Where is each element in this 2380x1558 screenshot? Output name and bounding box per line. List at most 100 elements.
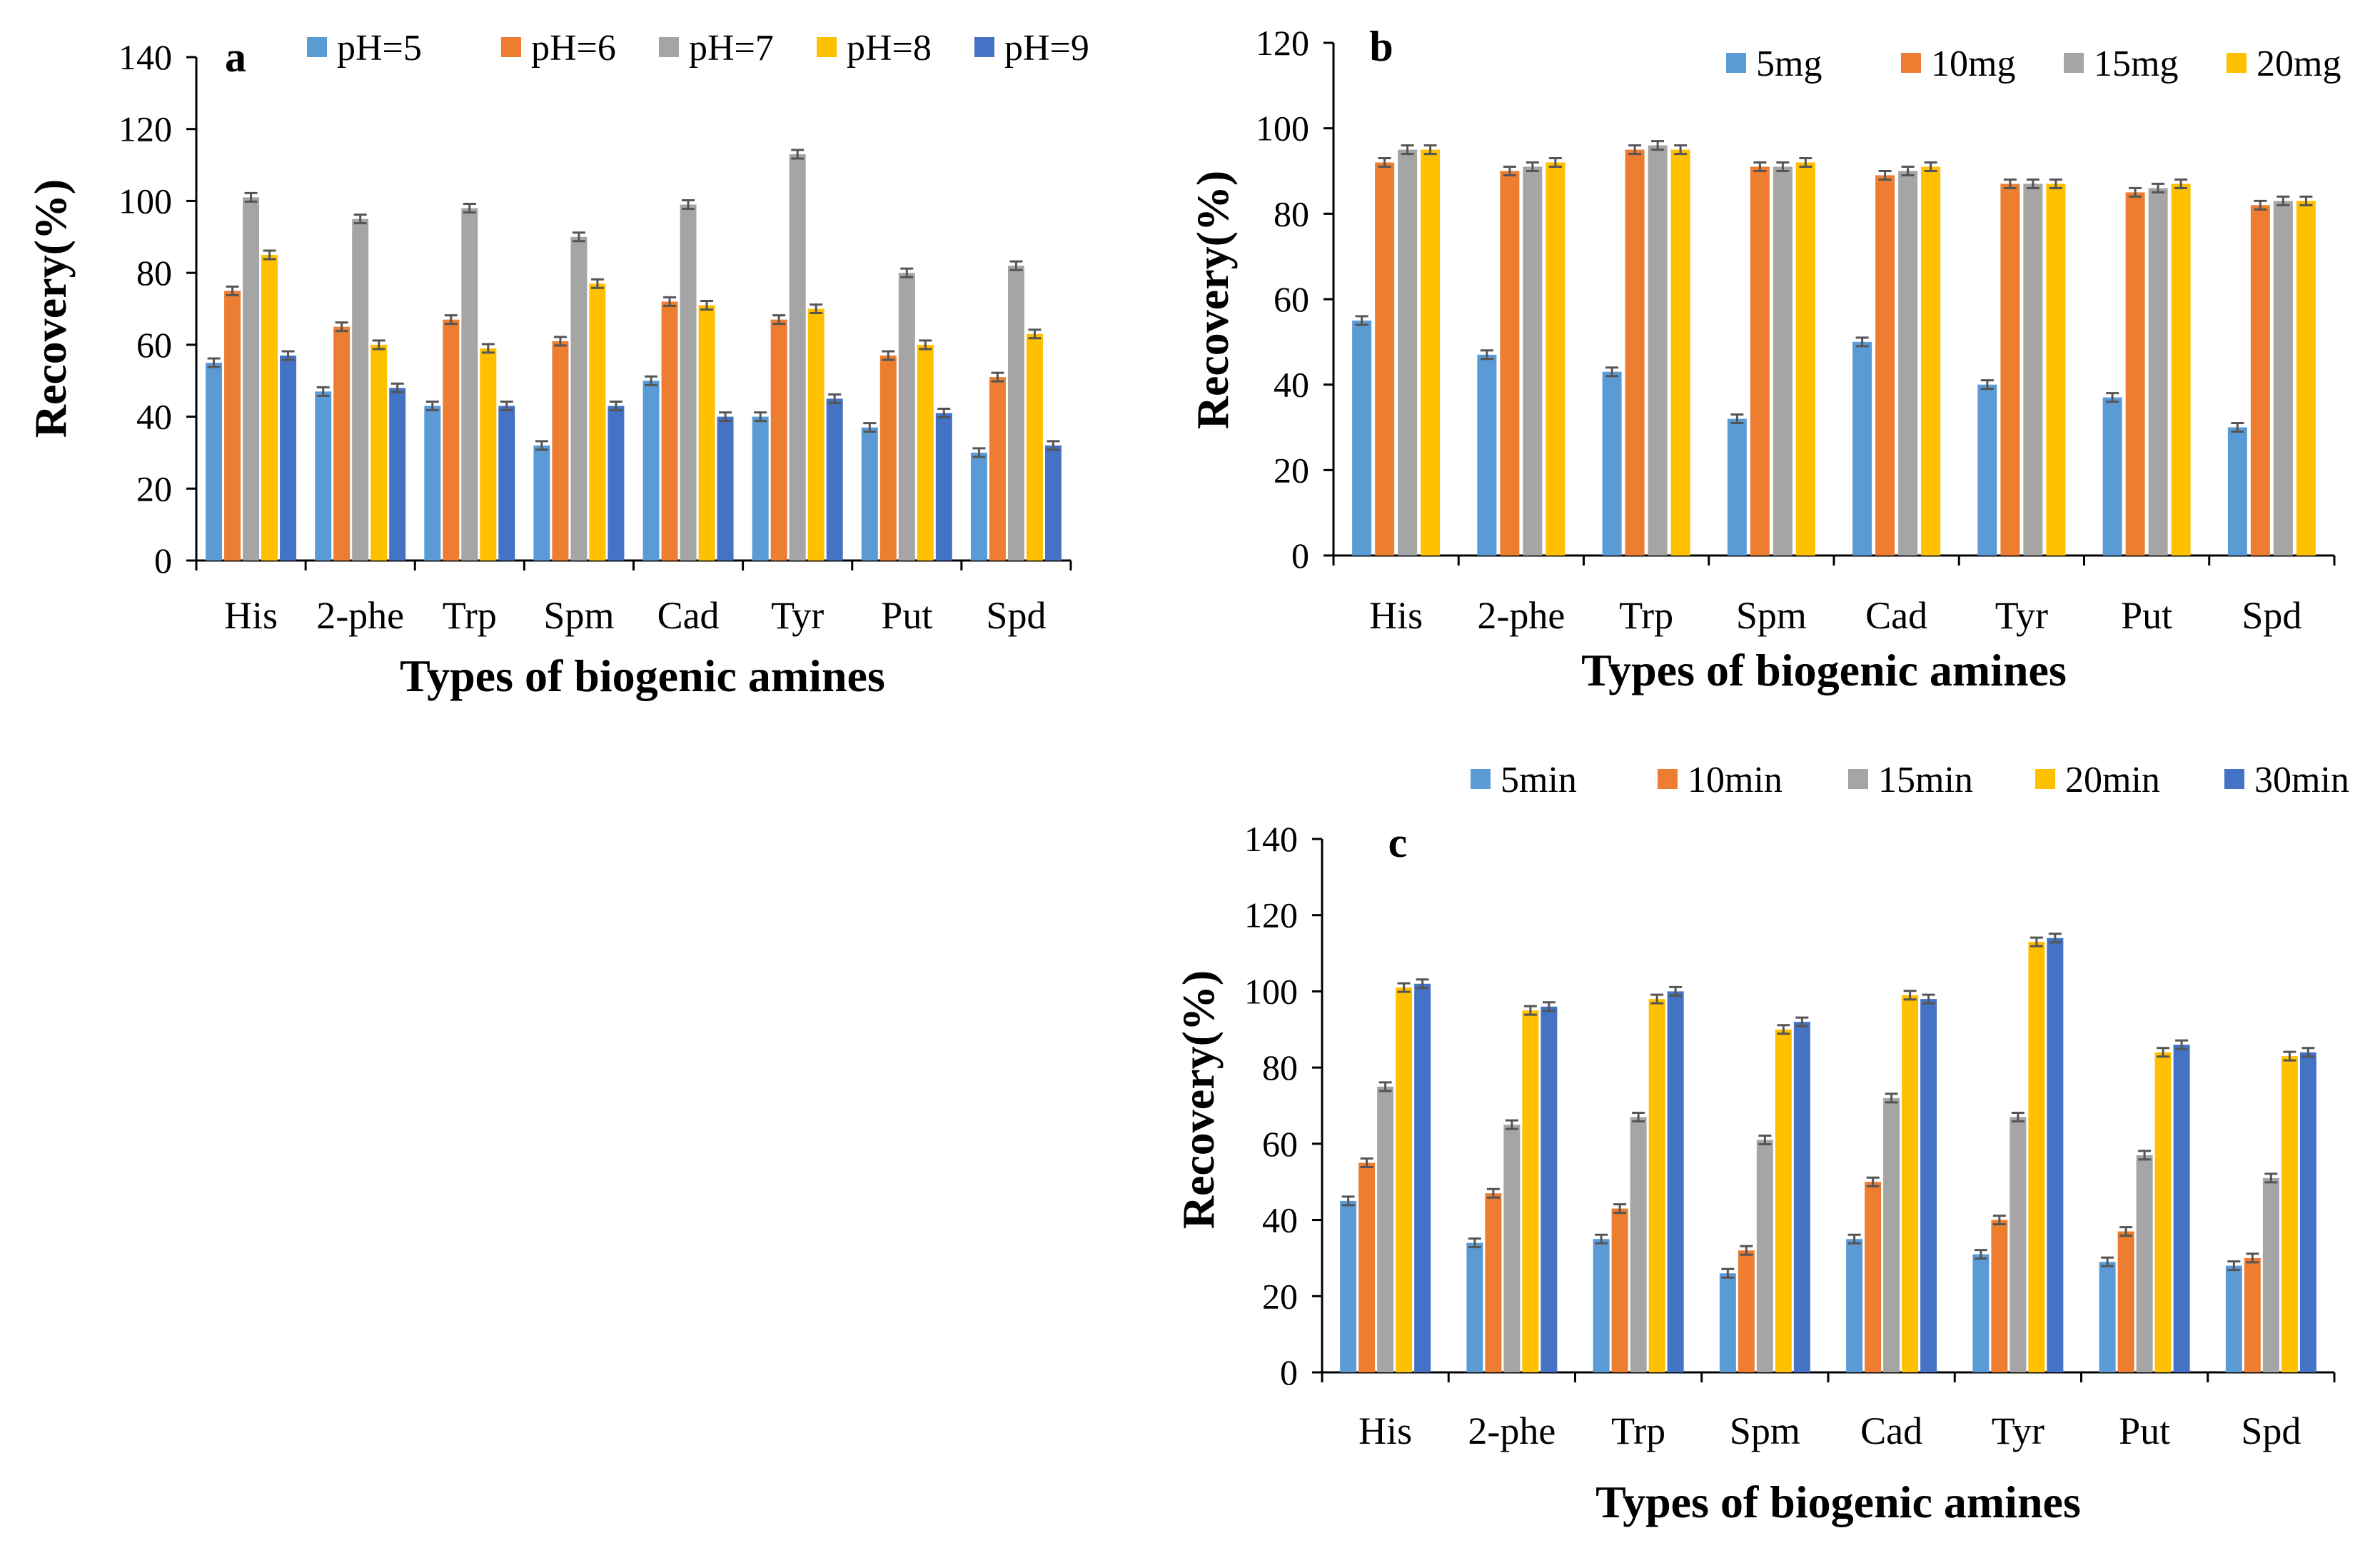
- category-label: Trp: [1619, 594, 1673, 637]
- bar: [480, 348, 497, 561]
- legend-swatch: [1848, 769, 1868, 789]
- x-axis-title: Types of biogenic amines: [400, 650, 885, 701]
- bar: [752, 416, 769, 561]
- bar: [1593, 1239, 1610, 1372]
- y-tick-label: 100: [119, 181, 172, 221]
- bar: [424, 406, 441, 561]
- y-tick-label: 60: [1262, 1124, 1298, 1164]
- bar: [1377, 1086, 1394, 1372]
- category-label: Spm: [1730, 1409, 1800, 1452]
- bar: [2028, 942, 2045, 1372]
- category-label: 2-phe: [316, 594, 404, 637]
- bar: [1466, 1242, 1483, 1372]
- category-label: His: [1358, 1409, 1412, 1452]
- y-tick-label: 80: [1262, 1047, 1298, 1087]
- bar: [1485, 1193, 1502, 1372]
- bar: [1852, 341, 1872, 556]
- bar: [2000, 184, 2020, 556]
- bar: [389, 388, 406, 561]
- legend-label: pH=5: [337, 28, 422, 69]
- legend-swatch: [2227, 53, 2247, 73]
- bar: [642, 381, 660, 561]
- category-label: His: [1369, 594, 1423, 637]
- category-label: 2-phe: [1477, 594, 1565, 637]
- bar: [280, 355, 297, 561]
- bar: [261, 254, 278, 561]
- category-label: His: [224, 594, 278, 637]
- bar: [789, 154, 806, 561]
- y-tick-label: 0: [154, 541, 172, 581]
- x-axis-title: Types of biogenic amines: [1595, 1477, 2081, 1527]
- bar: [589, 283, 606, 561]
- bar: [2281, 1056, 2298, 1372]
- bar: [1977, 384, 1997, 556]
- bar: [352, 218, 369, 561]
- y-tick-label: 20: [1262, 1276, 1298, 1316]
- y-tick-label: 100: [1244, 971, 1298, 1011]
- bar: [1421, 149, 1441, 556]
- bar: [1340, 1200, 1357, 1372]
- y-axis-title: Recovery(%): [25, 179, 76, 438]
- bar: [826, 398, 843, 561]
- panel-letter: a: [225, 34, 246, 81]
- y-tick-label: 0: [1291, 536, 1309, 576]
- bar: [661, 301, 678, 561]
- legend-swatch: [1658, 769, 1678, 789]
- bar: [1921, 166, 1941, 556]
- bar: [1883, 1097, 1900, 1372]
- legend-swatch: [2035, 769, 2055, 789]
- category-label: Put: [2121, 594, 2172, 637]
- category-label: Cad: [1860, 1409, 1922, 1452]
- bar: [1523, 166, 1543, 556]
- y-axis-title: Recovery(%): [1173, 970, 1224, 1229]
- bar: [1991, 1220, 2008, 1372]
- x-axis-title: Types of biogenic amines: [1581, 645, 2067, 695]
- category-label: Spd: [2242, 594, 2301, 637]
- legend-swatch: [501, 37, 521, 57]
- legend-label: 20mg: [2257, 44, 2341, 84]
- bar: [2225, 1265, 2242, 1372]
- category-label: Trp: [1611, 1409, 1665, 1452]
- bar: [1398, 149, 1418, 556]
- bar: [2244, 1257, 2261, 1372]
- bar: [2171, 184, 2191, 556]
- y-tick-label: 60: [136, 325, 172, 365]
- legend-label: 30min: [2254, 760, 2349, 800]
- category-label: Tyr: [1992, 1409, 2044, 1452]
- bar: [2047, 938, 2064, 1372]
- y-tick-label: 20: [136, 468, 172, 508]
- bar: [1795, 162, 1815, 556]
- legend-swatch: [2224, 769, 2244, 789]
- bar: [879, 355, 897, 561]
- bar: [680, 204, 697, 561]
- bar: [370, 344, 388, 561]
- legend-label: 10mg: [1931, 44, 2015, 84]
- bar: [2023, 184, 2043, 556]
- chart-panel-b: 0 20 40 60 80 100 120 His 2-phe Trp Spm Cad Tyr Put Sp…: [1187, 23, 2341, 695]
- bar: [1396, 987, 1413, 1372]
- bar: [2173, 1045, 2190, 1372]
- bar: [1865, 1182, 1882, 1372]
- y-tick-label: 20: [1274, 450, 1309, 490]
- bar: [1775, 1029, 1792, 1372]
- bar: [1352, 320, 1372, 556]
- bar: [1719, 1273, 1736, 1372]
- bar: [1044, 445, 1062, 561]
- category-label: Trp: [443, 594, 497, 637]
- y-tick-label: 120: [1256, 23, 1309, 63]
- bar: [1375, 162, 1395, 556]
- y-tick-label: 40: [136, 397, 172, 437]
- y-tick-label: 100: [1256, 109, 1309, 149]
- bar: [1727, 418, 1747, 556]
- legend-label: 15mg: [2094, 44, 2178, 84]
- bar: [2117, 1231, 2134, 1372]
- bar: [533, 445, 550, 561]
- legend-swatch: [1901, 53, 1921, 73]
- bar: [570, 236, 588, 561]
- bar: [2250, 205, 2270, 556]
- category-label: Spm: [1736, 594, 1807, 637]
- y-tick-label: 140: [119, 37, 172, 77]
- bar: [770, 319, 787, 561]
- bar: [2148, 188, 2168, 556]
